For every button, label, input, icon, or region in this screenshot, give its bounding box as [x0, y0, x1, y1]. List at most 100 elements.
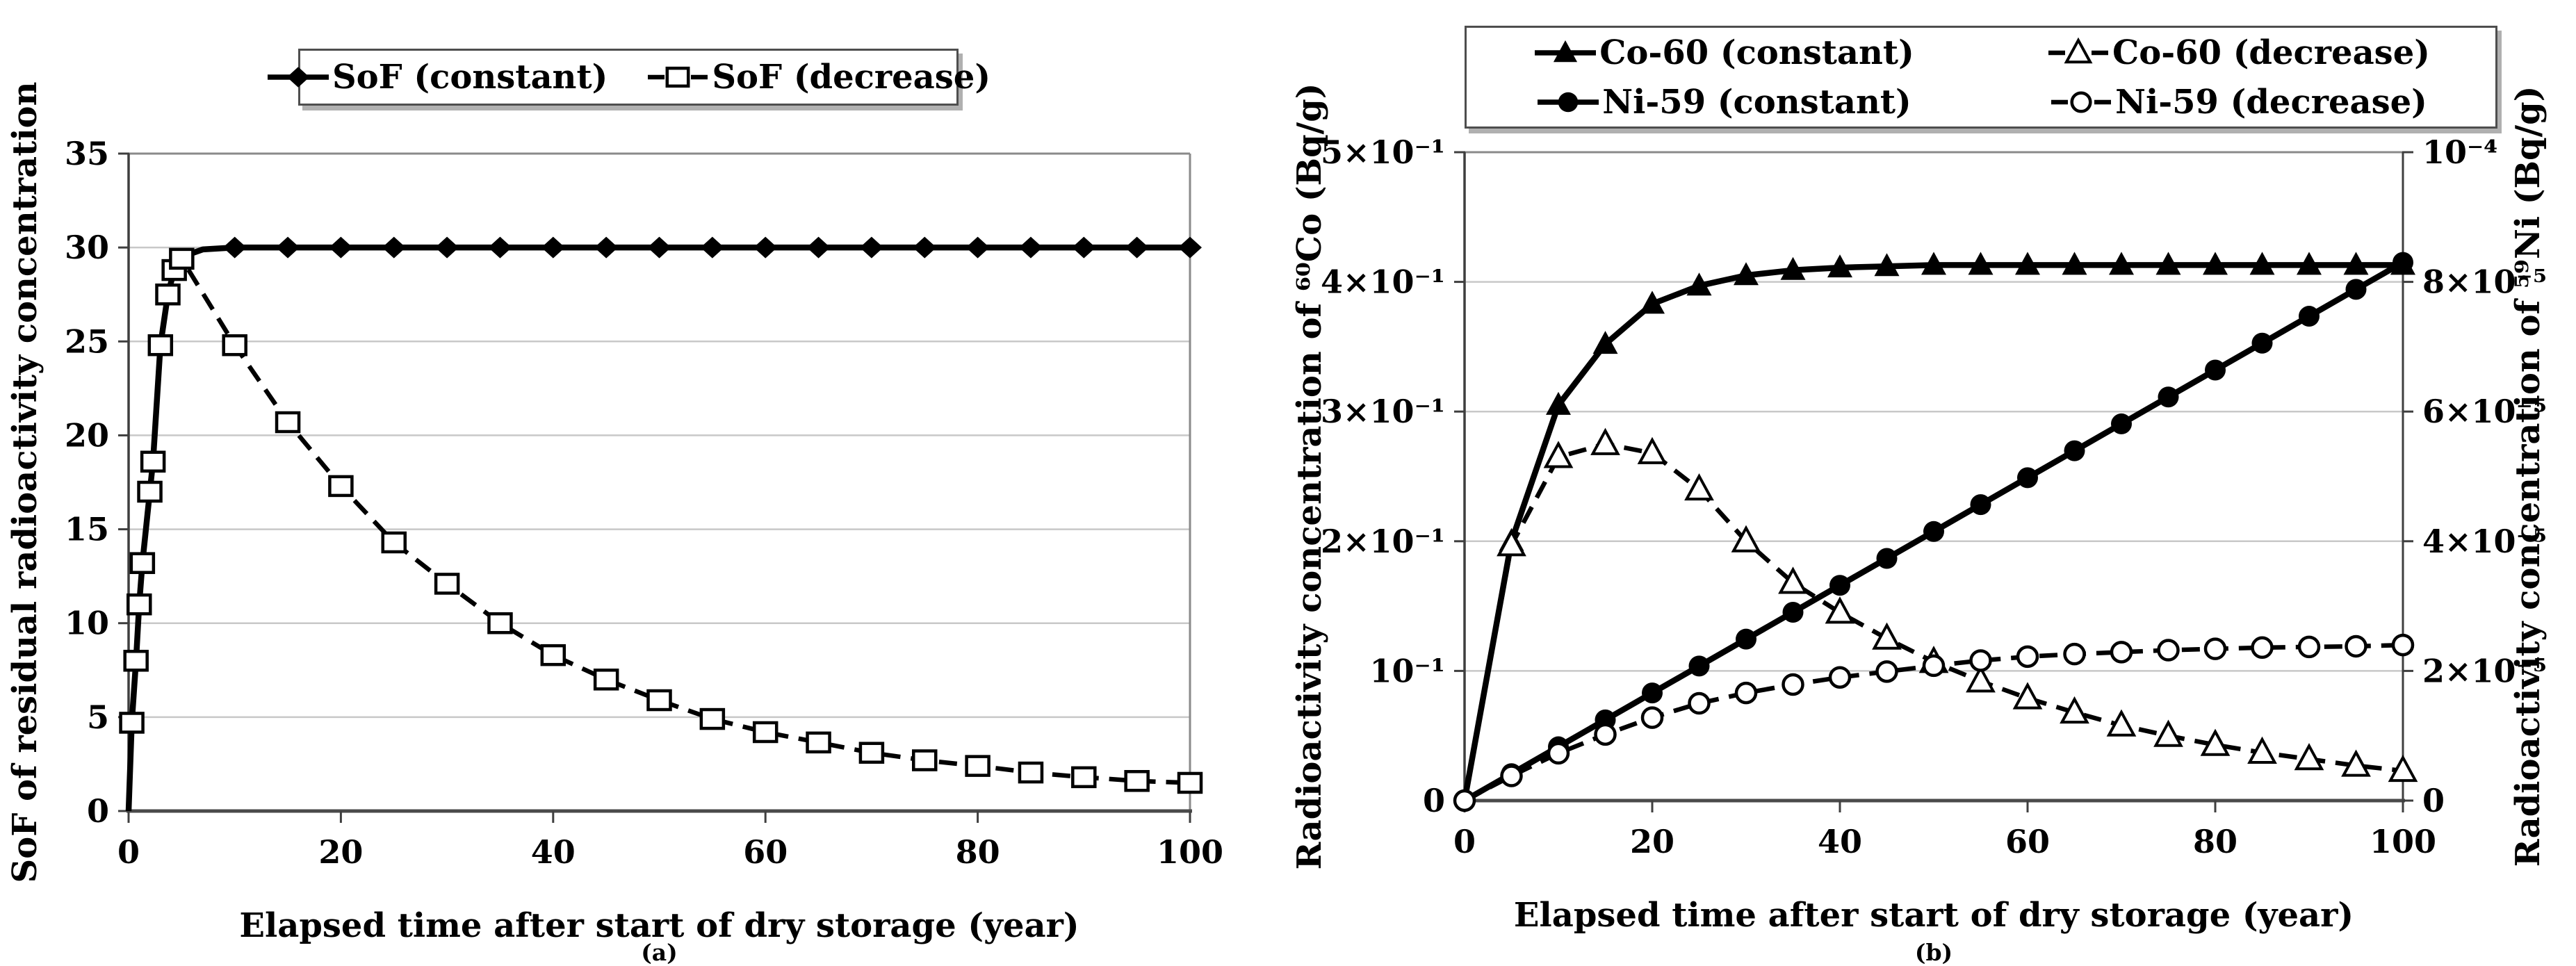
- series-marker-sof-constant: [1018, 236, 1043, 259]
- series-marker-sof-constant: [806, 236, 831, 259]
- series-marker-sof-constant: [382, 236, 406, 259]
- series-marker-sof-constant: [276, 236, 300, 259]
- legend-entry-sof-constant: SoF (constant): [266, 60, 608, 94]
- series-marker-co-60-decrease: [1497, 529, 1526, 557]
- series-marker-sof-decrease: [593, 669, 619, 691]
- series-marker-co-60-decrease: [2294, 743, 2324, 771]
- series-marker-sof-decrease: [222, 334, 247, 357]
- series-marker-co-60-decrease: [2247, 736, 2277, 764]
- series-marker-ni-59-decrease: [1969, 649, 1992, 672]
- y2-axis-label: Radioactivity concentration of ⁵⁹Ni (Bq/…: [2509, 86, 2548, 867]
- series-marker-sof-decrease: [129, 552, 156, 574]
- series-marker-ni-59-constant: [2111, 413, 2132, 434]
- series-marker-co-60-decrease: [2341, 749, 2371, 777]
- series-marker-sof-decrease: [806, 731, 831, 754]
- series-marker-ni-59-constant: [1782, 601, 1804, 623]
- series-marker-ni-59-constant: [1876, 548, 1898, 569]
- series-marker-ni-59-decrease: [2251, 636, 2274, 660]
- series-marker-co-60-constant: [2343, 252, 2369, 275]
- series-marker-co-60-constant: [2109, 252, 2134, 275]
- series-marker-ni-59-decrease: [1547, 742, 1570, 765]
- series-marker-ni-59-constant: [2017, 467, 2038, 489]
- series-marker-sof-decrease: [119, 712, 145, 734]
- circle-open-legend-icon: [2051, 90, 2112, 113]
- y-axis-tick-label: 5×10⁻¹: [1321, 133, 1445, 171]
- series-marker-ni-59-decrease: [2157, 639, 2180, 662]
- series-marker-ni-59-constant: [2158, 386, 2179, 408]
- circle-filled-legend-icon: [1538, 92, 1599, 112]
- series-marker-ni-59-decrease: [1500, 764, 1523, 787]
- x-axis-tick-label: 60: [2005, 823, 2050, 860]
- x-axis-tick-label: 60: [743, 833, 788, 871]
- series-marker-co-60-constant: [2062, 252, 2087, 275]
- series-marker-ni-59-decrease: [2110, 641, 2133, 664]
- series-marker-ni-59-decrease: [2345, 635, 2367, 658]
- x-axis-tick-label: 80: [956, 833, 1000, 871]
- x-axis-tick-label: 40: [1818, 823, 1862, 860]
- series-marker-sof-constant: [435, 236, 459, 259]
- y-axis-tick-label: 10⁻¹: [1370, 652, 1445, 689]
- series-marker-co-60-constant: [1780, 256, 1806, 280]
- y-axis-tick-label: 30: [65, 229, 109, 266]
- series-marker-sof-decrease: [1124, 770, 1150, 792]
- series-marker-ni-59-decrease: [1782, 673, 1804, 696]
- series-marker-ni-59-constant: [2345, 279, 2367, 300]
- series-marker-co-60-constant: [2155, 252, 2181, 275]
- x-axis-tick-label: 80: [2193, 823, 2237, 860]
- series-marker-ni-59-decrease: [1594, 723, 1617, 746]
- series-marker-co-60-constant: [1874, 253, 1900, 277]
- series-marker-co-60-constant: [1827, 254, 1852, 278]
- series-marker-sof-decrease: [965, 755, 991, 777]
- legend-label: Co-60 (constant): [1599, 33, 1914, 72]
- x-axis-tick-label: 0: [117, 833, 140, 871]
- series-marker-ni-59-decrease: [1875, 660, 1898, 683]
- series-marker-co-60-constant: [1546, 391, 1571, 415]
- y-axis-tick-label: 0: [1423, 782, 1445, 819]
- series-marker-sof-constant: [222, 236, 247, 259]
- series-marker-sof-decrease: [752, 721, 778, 744]
- series-marker-co-60-decrease: [1872, 622, 1902, 650]
- series-marker-co-60-constant: [2249, 252, 2275, 275]
- y-axis-label: Radioactivity concentration of ⁶⁰Co (Bq/…: [1290, 83, 1329, 870]
- series-marker-co-60-constant: [2015, 252, 2040, 275]
- chart-b-co60-ni59-plot: 0 10⁻¹ 2×10⁻¹ 3×10⁻¹ 4×10⁻¹ 5×10⁻¹ 0 2×10⁻⁵ 4×10…: [1290, 83, 2548, 935]
- series-marker-sof-constant: [329, 236, 353, 259]
- series-marker-co-60-constant: [2203, 252, 2228, 275]
- series-marker-ni-59-constant: [1642, 682, 1663, 704]
- diamond-filled-legend-icon: [267, 67, 329, 88]
- series-marker-co-60-constant: [1968, 252, 1994, 275]
- series-marker-ni-59-decrease: [1922, 654, 1946, 678]
- series-marker-sof-constant: [1072, 236, 1096, 259]
- series-marker-co-60-constant: [1592, 331, 1618, 354]
- series-marker-sof-constant: [700, 236, 724, 259]
- series-marker-ni-59-constant: [2392, 252, 2413, 273]
- series-marker-ni-59-constant: [1970, 494, 1991, 516]
- series-marker-ni-59-constant: [1688, 655, 1710, 677]
- series-marker-co-60-decrease: [2200, 728, 2231, 756]
- y-axis-tick-label: 0: [87, 792, 109, 830]
- chart-b-legend: Co-60 (constant) Co-60 (decrease) Ni-59 (c…: [1465, 26, 2497, 129]
- legend-marker-glyph: [1558, 92, 1579, 112]
- series-marker-sof-constant: [1125, 236, 1149, 259]
- series-marker-sof-constant: [488, 236, 512, 259]
- series-marker-sof-constant: [647, 236, 671, 259]
- series-marker-sof-decrease: [1177, 771, 1203, 794]
- y-axis-tick-label: 15: [65, 511, 109, 548]
- series-marker-co-60-decrease: [2012, 682, 2043, 710]
- series-marker-ni-59-constant: [1736, 628, 1756, 650]
- legend-marker-glyph: [1554, 40, 1578, 62]
- y-axis-label: SoF of residual radioactivity concentrat…: [6, 82, 44, 883]
- legend-label: Ni-59 (constant): [1602, 82, 1911, 122]
- series-marker-ni-59-decrease: [1453, 789, 1476, 812]
- series-marker-co-60-decrease: [1778, 566, 1808, 594]
- series-marker-sof-decrease: [275, 411, 301, 434]
- series-marker-sof-constant: [594, 236, 619, 259]
- triangle-filled-legend-icon: [1535, 40, 1597, 62]
- series-marker-sof-constant: [541, 236, 565, 259]
- series-marker-sof-decrease: [169, 247, 195, 270]
- x-axis-tick-label: 40: [531, 833, 576, 871]
- series-marker-sof-decrease: [155, 283, 181, 306]
- legend-entry-ni-59-decrease: Ni-59 (decrease): [2049, 85, 2427, 119]
- caption-a: (a): [641, 939, 678, 966]
- series-marker-ni-59-decrease: [2391, 633, 2415, 657]
